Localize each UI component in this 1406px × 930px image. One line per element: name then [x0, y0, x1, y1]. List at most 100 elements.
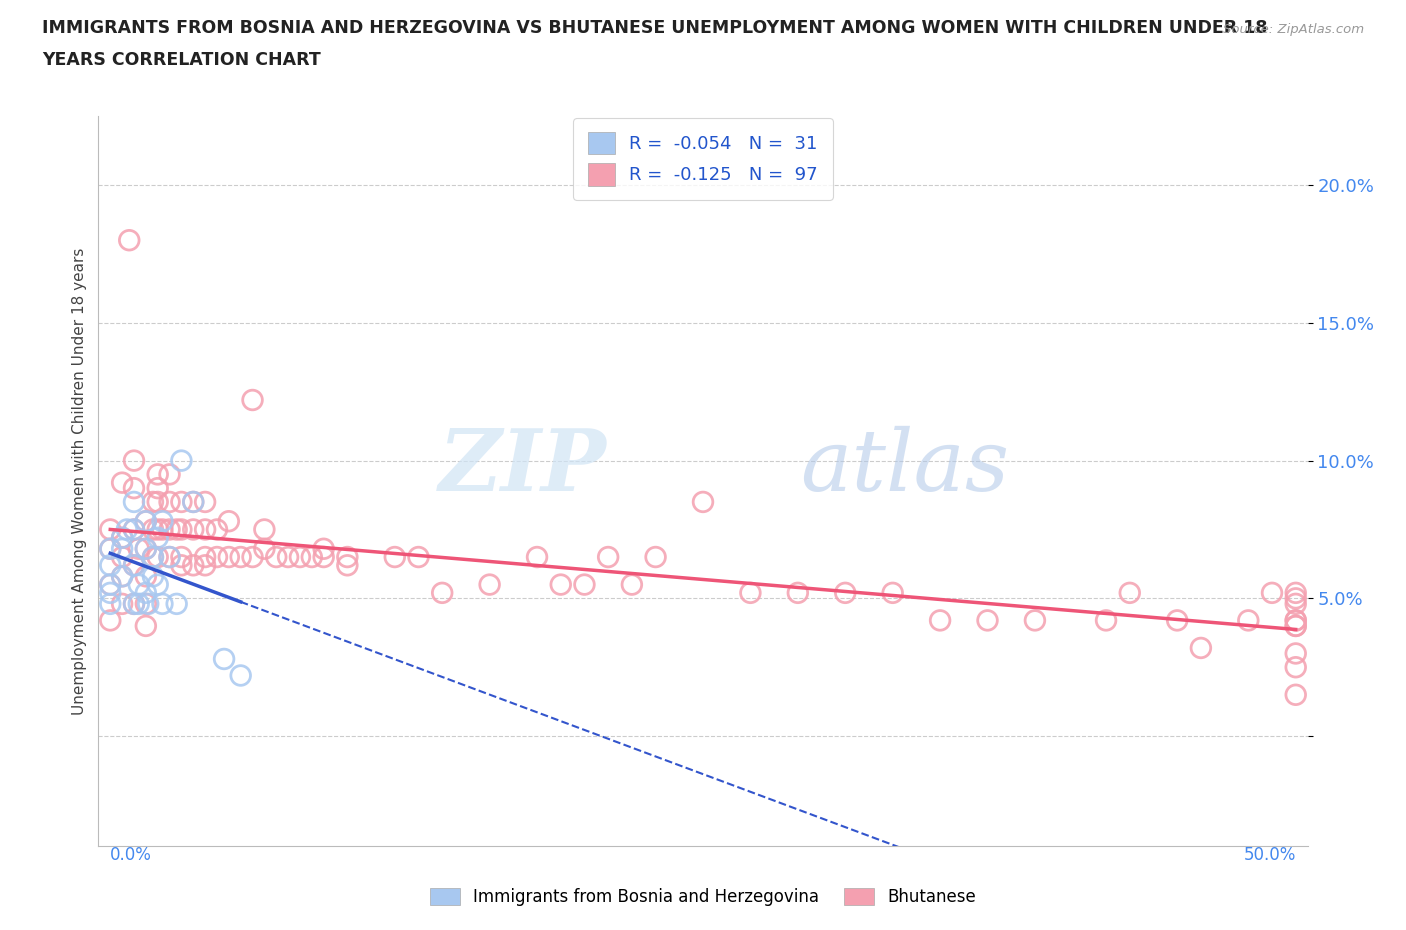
Point: [122, 522, 145, 537]
Point: [98, 541, 121, 556]
Point: [135, 541, 157, 556]
Point: [1261, 585, 1284, 600]
Point: [98, 578, 121, 592]
Point: [194, 558, 217, 573]
Point: [115, 522, 138, 537]
Point: [1285, 618, 1308, 633]
Point: [408, 550, 430, 565]
Point: [98, 522, 121, 537]
Point: [598, 550, 620, 565]
Point: [98, 596, 121, 611]
Point: [229, 550, 252, 565]
Point: [976, 613, 998, 628]
Point: [111, 569, 134, 584]
Point: [170, 522, 193, 537]
Point: [122, 596, 145, 611]
Point: [142, 495, 165, 510]
Y-axis label: Unemployment Among Women with Children Under 18 years: Unemployment Among Women with Children U…: [72, 247, 87, 715]
Point: [170, 550, 193, 565]
Point: [301, 550, 323, 565]
Point: [1024, 613, 1046, 628]
Point: [740, 585, 762, 600]
Point: [122, 453, 145, 468]
Point: [159, 467, 181, 482]
Point: [1285, 596, 1308, 611]
Point: [152, 596, 174, 611]
Legend: R =  -0.054   N =  31, R =  -0.125   N =  97: R = -0.054 N = 31, R = -0.125 N = 97: [574, 118, 832, 200]
Point: [242, 392, 264, 407]
Point: [336, 558, 359, 573]
Point: [128, 596, 150, 611]
Point: [1237, 613, 1260, 628]
Point: [135, 585, 157, 600]
Point: [146, 522, 169, 537]
Point: [478, 578, 501, 592]
Point: [146, 495, 169, 510]
Point: [159, 495, 181, 510]
Point: [194, 495, 217, 510]
Point: [159, 522, 181, 537]
Text: IMMIGRANTS FROM BOSNIA AND HERZEGOVINA VS BHUTANESE UNEMPLOYMENT AMONG WOMEN WIT: IMMIGRANTS FROM BOSNIA AND HERZEGOVINA V…: [42, 19, 1268, 36]
Point: [142, 550, 165, 565]
Point: [166, 596, 188, 611]
Point: [1285, 585, 1308, 600]
Point: [142, 550, 165, 565]
Point: [1285, 613, 1308, 628]
Point: [1119, 585, 1142, 600]
Point: [834, 585, 856, 600]
Point: [212, 652, 235, 667]
Point: [218, 550, 240, 565]
Point: [135, 513, 157, 528]
Point: [98, 585, 121, 600]
Point: [194, 522, 217, 537]
Point: [574, 578, 596, 592]
Point: [253, 541, 276, 556]
Point: [205, 522, 228, 537]
Point: [384, 550, 406, 565]
Point: [1285, 646, 1308, 661]
Point: [526, 550, 548, 565]
Point: [205, 550, 228, 565]
Point: [98, 541, 121, 556]
Point: [181, 495, 204, 510]
Point: [122, 596, 145, 611]
Point: [181, 558, 204, 573]
Point: [1285, 687, 1308, 702]
Point: [253, 522, 276, 537]
Point: [218, 513, 240, 528]
Point: [1285, 613, 1308, 628]
Point: [550, 578, 572, 592]
Point: [1285, 618, 1308, 633]
Point: [181, 495, 204, 510]
Point: [98, 558, 121, 573]
Point: [135, 541, 157, 556]
Point: [620, 578, 643, 592]
Point: [170, 558, 193, 573]
Point: [181, 522, 204, 537]
Point: [146, 481, 169, 496]
Point: [111, 475, 134, 490]
Point: [277, 550, 299, 565]
Text: 0.0%: 0.0%: [110, 846, 152, 864]
Point: [152, 522, 174, 537]
Point: [142, 522, 165, 537]
Point: [1166, 613, 1188, 628]
Point: [146, 530, 169, 545]
Point: [312, 541, 335, 556]
Point: [312, 550, 335, 565]
Point: [135, 569, 157, 584]
Point: [122, 558, 145, 573]
Point: [644, 550, 666, 565]
Point: [1095, 613, 1118, 628]
Point: [118, 232, 141, 247]
Point: [264, 550, 287, 565]
Point: [194, 550, 217, 565]
Point: [242, 550, 264, 565]
Point: [122, 495, 145, 510]
Point: [136, 596, 159, 611]
Point: [692, 495, 714, 510]
Point: [122, 558, 145, 573]
Point: [1285, 591, 1308, 605]
Point: [146, 550, 169, 565]
Point: [336, 550, 359, 565]
